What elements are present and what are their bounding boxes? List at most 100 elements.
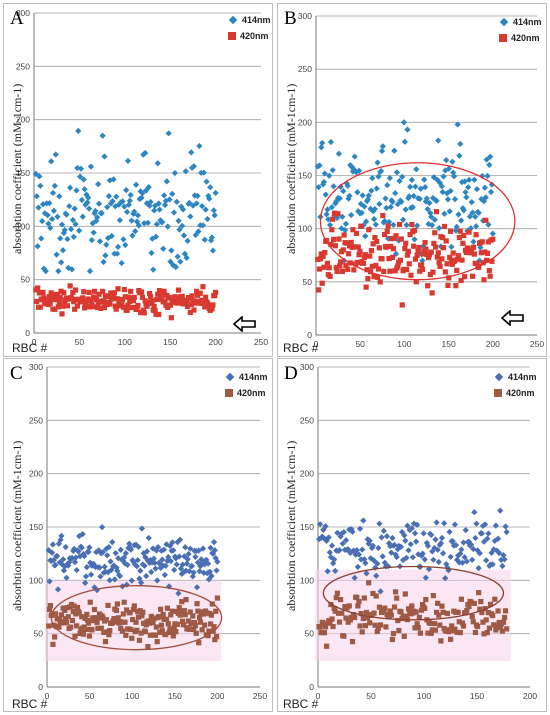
data-point-420nm [187,609,193,615]
legend-item-414: 414nm [228,12,271,28]
data-point-414nm [95,180,102,188]
data-point-414nm [145,184,152,191]
data-point-414nm [407,183,414,190]
data-point-420nm [95,301,101,307]
data-point-420nm [484,629,490,636]
data-point-414nm [449,158,456,165]
data-point-420nm [335,610,342,616]
data-point-414nm [180,232,188,239]
x-tick-label: 50 [85,691,95,701]
data-point-414nm [447,553,454,560]
data-point-414nm [211,212,218,219]
data-point-414nm [179,206,187,213]
data-point-414nm [475,209,482,217]
data-point-414nm [393,553,400,561]
data-point-414nm [444,196,452,203]
data-point-414nm [359,546,366,553]
data-point-420nm [349,639,356,645]
y-tick-label: 150 [29,522,43,532]
data-point-420nm [155,291,161,297]
data-point-420nm [366,227,372,233]
data-point-420nm [425,283,431,289]
data-point-420nm [490,236,496,242]
data-point-420nm [113,607,120,614]
data-point-420nm [456,619,462,625]
data-point-420nm [122,619,128,625]
data-point-420nm [463,249,470,256]
x-tick-label: 250 [254,337,268,347]
data-point-414nm [471,509,478,516]
data-point-414nm [193,200,200,207]
data-point-420nm [478,250,484,256]
data-point-420nm [52,306,58,312]
data-point-414nm [54,213,61,220]
data-point-414nm [63,574,70,581]
data-point-420nm [167,302,174,308]
data-point-420nm [416,244,422,251]
data-point-420nm [504,626,510,632]
data-point-420nm [431,240,437,246]
data-point-420nm [352,614,358,621]
data-point-414nm [132,181,140,188]
data-point-420nm [438,638,444,644]
data-point-420nm [356,599,362,605]
data-point-420nm [150,620,156,626]
data-point-420nm [106,632,112,638]
legend: 414nm 420nm [228,12,271,44]
data-point-420nm [483,217,489,223]
data-point-420nm [186,296,193,302]
data-point-414nm [86,268,94,275]
data-point-414nm [187,213,194,220]
data-point-414nm [329,167,336,174]
data-point-420nm [368,247,375,254]
data-point-414nm [67,184,74,191]
data-point-420nm [120,611,126,617]
data-point-414nm [435,137,442,144]
data-point-420nm [108,290,114,296]
data-point-420nm [348,614,355,620]
data-point-420nm [331,210,338,216]
data-point-414nm [446,528,453,535]
data-point-420nm [448,257,455,263]
data-point-414nm [183,254,190,261]
data-point-414nm [405,547,412,554]
data-point-420nm [316,287,322,293]
x-tick-label: 50 [355,339,365,349]
data-point-420nm [444,261,450,267]
chart-d-plot: 0 50 100 150 200 250 300 0 50 100 150 200 [300,362,538,701]
data-point-414nm [207,184,214,191]
data-point-414nm [48,215,56,223]
x-tick-label: 200 [210,691,224,701]
data-point-420nm [470,244,477,250]
data-point-414nm [337,183,344,190]
data-point-420nm [113,619,119,625]
data-point-420nm [377,622,384,628]
data-point-420nm [354,259,360,266]
data-point-414nm [88,237,95,244]
data-point-420nm [166,294,173,301]
data-point-414nm [370,216,378,223]
data-point-420nm [56,299,62,305]
data-point-414nm [154,577,161,584]
data-point-414nm [377,588,384,595]
data-point-420nm [430,592,436,599]
panel-d: 0 50 100 150 200 250 300 0 50 100 150 200 D absorbt… [277,358,547,712]
data-point-414nm [107,558,114,565]
data-point-414nm [82,573,90,580]
data-point-414nm [330,183,337,190]
data-point-414nm [473,520,480,527]
y-tick-label: 50 [34,629,44,639]
data-point-414nm [184,237,191,245]
data-point-420nm [191,626,197,633]
x-axis-label: RBC # [283,697,319,711]
chart-a-plot: 0 50 100 150 200 250 300 0 50 100 150 200 250 [16,8,269,347]
data-point-420nm [79,614,85,620]
data-point-420nm [208,621,214,627]
data-point-414nm [44,211,51,219]
data-point-420nm [201,611,207,617]
data-point-420nm [327,620,333,626]
data-point-420nm [457,629,463,636]
data-point-420nm [188,301,194,308]
data-point-420nm [466,229,472,235]
data-point-420nm [402,591,408,597]
